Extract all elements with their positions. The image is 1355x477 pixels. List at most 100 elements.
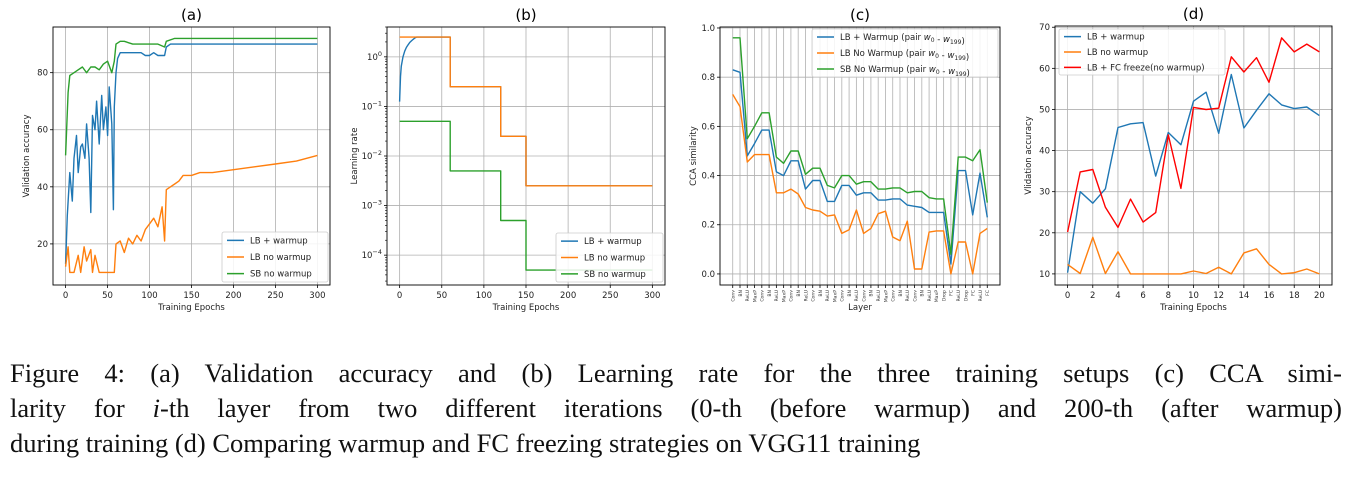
x-tick-label: FC [949,290,955,296]
x-tick-label: Conv [861,290,867,302]
legend-math-subscript: 199 [955,71,967,78]
x-tick-label: 100 [476,291,492,301]
y-tick-exponent: −2 [372,149,382,157]
series-line-sb-no-warmup-pair-w0-w199- [732,37,988,256]
x-tick-label: Conv [731,290,737,302]
y-tick-base: 10 [362,202,373,212]
x-tick-label: ReLU [745,290,751,302]
y-tick-label: 70 [1039,23,1050,33]
legend-math-subscript: 0 [936,69,940,76]
legend-math-subscript: 0 [935,53,939,60]
legend-text-part: ) [966,53,969,63]
y-tick-label: 1.0 [701,24,715,34]
legend-text-part: LB + warmup [250,236,308,246]
legend-label: LB + warmup [584,237,642,247]
x-tick-label: Drop [941,290,947,301]
x-tick-label: 16 [1264,291,1275,301]
x-tick-label: BN [869,290,875,297]
legend-text-part: LB + warmup [1087,33,1145,43]
legend-math-subscript: 199 [950,39,962,46]
x-tick-label: ReLU [905,290,911,302]
legend: LB + Warmup (pair w0 - w199)LB No Warmup… [811,28,999,79]
y-tick-exponent: −3 [372,199,382,207]
x-tick-label: Conv [789,290,795,302]
legend-math-w: w [929,65,936,75]
legend-text-part: LB no warmup [1087,48,1148,58]
legend-label: SB No Warmup (pair w0 - w199) [840,65,970,79]
y-tick-label: 10−3 [362,199,382,212]
legend-text-part: SB no warmup [584,270,646,280]
x-tick-label: 20 [1314,291,1325,301]
legend-text-part: ) [967,69,970,79]
caption-line-2-end: -th layer from two different iterations … [160,393,1342,423]
x-tick-label: MaxP [752,290,758,302]
y-tick-label: 20 [37,240,48,250]
x-tick-label: Conv [840,290,846,302]
x-tick-label: 12 [1213,291,1224,301]
axes-frame [52,26,331,286]
y-tick-label: 0.6 [701,122,715,132]
x-tick-label: 100 [141,291,157,301]
x-tick-label: 50 [436,291,447,301]
x-tick-label: BN [796,290,802,297]
y-tick-label: 20 [1039,229,1050,239]
y-axis-label: Vlidation accuracy [1024,116,1034,194]
legend-text-part: LB No Warmup (pair [840,49,928,59]
y-tick-label: 10−2 [362,149,382,162]
y-tick-label: 50 [1039,105,1050,115]
axes-frame [1054,25,1333,286]
legend-box [555,232,664,283]
x-tick-label: Drop [963,290,969,301]
y-tick-base: 10 [362,251,373,261]
chart-title: (a) [181,6,202,24]
series-line-lb-warmup-pair-w0-w199- [732,69,988,265]
legend-text-part: LB no warmup [250,253,311,263]
x-tick-label: BN [920,290,926,297]
x-tick-label: 300 [644,291,660,301]
x-tick-label: ReLU [956,290,962,302]
y-tick-exponent: 0 [378,50,382,58]
x-tick-label: 0 [1065,291,1070,301]
x-tick-label: 8 [1166,291,1171,301]
legend-text-part: LB + warmup [584,237,642,247]
y-tick-label: 30 [1039,188,1050,198]
x-tick-label: MaxP [934,290,940,302]
legend-text-part: SB no warmup [250,270,312,280]
legend-text-part: - [935,35,943,45]
legend-label: LB no warmup [1087,48,1148,58]
x-tick-label: BN [898,290,904,297]
legend-label: LB + warmup [1087,33,1145,43]
series-line-lb-fc-freeze-no-warmup- [1066,37,1320,233]
axes-frame [386,26,666,286]
legend-math-subscript: 0 [931,37,935,44]
y-tick-label: 40 [1039,147,1050,157]
y-axis-label: CCA similarity [689,126,699,186]
y-tick-exponent: −4 [372,248,382,256]
x-tick-label: ReLU [854,290,860,302]
legend-text-part: LB + Warmup (pair [840,33,924,43]
y-tick-label: 80 [37,69,48,79]
x-tick-label: BN [818,290,824,297]
x-tick-label: 10 [1188,291,1199,301]
legend-label: SB no warmup [584,270,646,280]
chart-b: (b)0 50 100 150 200 250 30010010−110−210−310−4… [350,6,666,313]
legend-box [811,28,999,78]
legend-math-subscript: 199 [954,55,966,62]
x-tick-label: MaxP [832,290,838,302]
legend-label: LB No Warmup (pair w0 - w199) [840,49,969,63]
legend-label: LB no warmup [250,253,311,263]
chart-title: (b) [515,6,536,24]
y-tick-exponent: −1 [372,99,382,107]
legend-text-part: ) [961,37,964,47]
series-line-sb-no-warmup [399,120,653,271]
y-tick-base: 10 [362,102,373,112]
x-tick-label: ReLU [825,290,831,302]
x-tick-label: BN [847,290,853,297]
legend-label: LB + warmup [250,236,308,246]
x-tick-label: 0 [397,291,402,301]
legend-text-part: LB + FC freeze(no warmup) [1087,63,1205,73]
x-tick-label: MaxP [883,290,889,302]
chart-title: (d) [1183,5,1204,23]
y-axis-label: Validation accuracy [22,114,32,197]
